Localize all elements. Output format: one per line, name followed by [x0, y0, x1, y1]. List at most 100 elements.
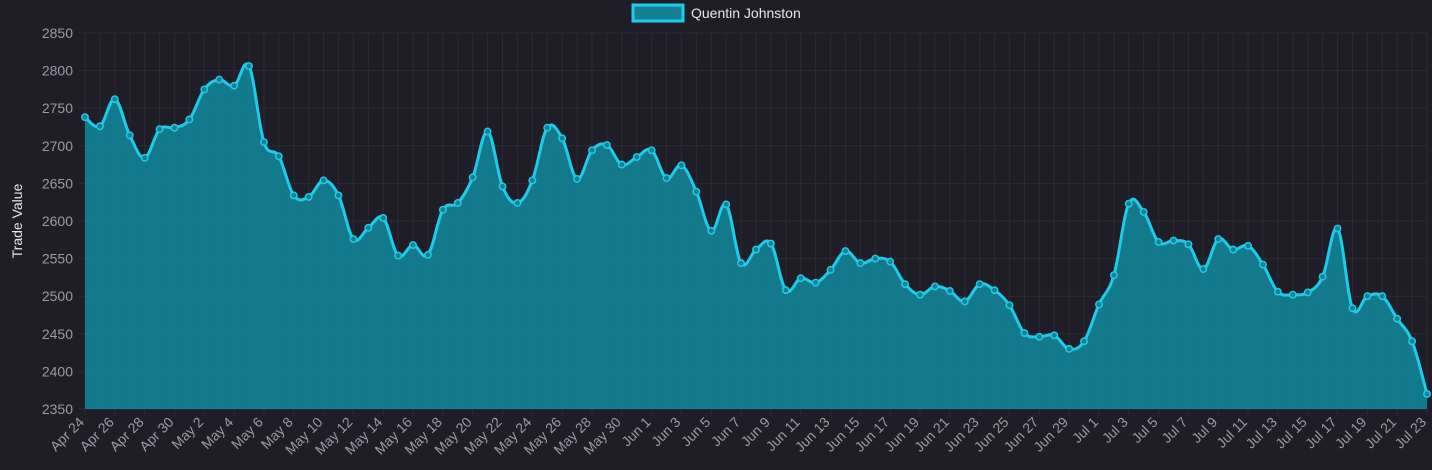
data-point[interactable]	[558, 134, 567, 143]
data-point[interactable]	[468, 173, 477, 182]
data-point[interactable]	[737, 259, 746, 268]
data-point[interactable]	[349, 235, 358, 243]
data-point[interactable]	[1124, 199, 1133, 208]
data-point[interactable]	[662, 174, 671, 183]
data-point[interactable]	[1423, 390, 1431, 398]
legend-label[interactable]: Quentin Johnston	[691, 5, 801, 21]
data-point[interactable]	[871, 254, 880, 263]
data-point[interactable]	[901, 280, 910, 289]
data-point[interactable]	[1050, 331, 1059, 340]
data-point[interactable]	[1065, 344, 1074, 353]
data-point[interactable]	[692, 187, 701, 196]
data-point[interactable]	[170, 123, 179, 132]
data-point[interactable]	[334, 191, 343, 200]
data-point[interactable]	[319, 176, 328, 185]
data-point[interactable]	[409, 241, 417, 250]
y-tick-label: 2550	[42, 251, 73, 267]
data-point[interactable]	[1199, 265, 1208, 274]
legend-swatch[interactable]	[631, 3, 685, 23]
data-point[interactable]	[602, 141, 611, 149]
x-tick-label: Jul 15	[1272, 414, 1310, 452]
data-point[interactable]	[125, 131, 134, 140]
data-point[interactable]	[1214, 235, 1223, 243]
data-point[interactable]	[1408, 337, 1417, 346]
data-point[interactable]	[1139, 208, 1148, 216]
data-point[interactable]	[826, 265, 835, 274]
data-point[interactable]	[424, 250, 432, 259]
data-point[interactable]	[886, 257, 895, 266]
data-point[interactable]	[752, 245, 760, 254]
data-point[interactable]	[498, 182, 507, 191]
data-point[interactable]	[1229, 245, 1238, 254]
data-point[interactable]	[1363, 292, 1372, 301]
data-point[interactable]	[1020, 329, 1029, 337]
data-point[interactable]	[304, 192, 313, 201]
data-point[interactable]	[1169, 236, 1178, 245]
data-point[interactable]	[1109, 271, 1118, 280]
data-point[interactable]	[975, 280, 984, 289]
data-point[interactable]	[916, 290, 924, 299]
series-area	[85, 63, 1427, 410]
x-tick-label: Jul 11	[1213, 414, 1250, 451]
data-point[interactable]	[453, 199, 462, 207]
data-point[interactable]	[1288, 290, 1297, 299]
data-point[interactable]	[990, 286, 999, 295]
data-point[interactable]	[647, 146, 656, 155]
data-point[interactable]	[364, 223, 373, 232]
data-point[interactable]	[140, 153, 149, 162]
data-point[interactable]	[1333, 224, 1342, 233]
data-point[interactable]	[1318, 272, 1327, 281]
data-point[interactable]	[274, 152, 283, 161]
data-point[interactable]	[289, 191, 298, 200]
data-point[interactable]	[155, 125, 164, 134]
data-point[interactable]	[95, 122, 104, 131]
data-point[interactable]	[215, 75, 224, 84]
data-point[interactable]	[722, 200, 731, 209]
data-point[interactable]	[1348, 304, 1357, 313]
data-point[interactable]	[707, 226, 716, 235]
data-point[interactable]	[811, 278, 820, 287]
x-tick-label: May 4	[198, 414, 236, 452]
data-point[interactable]	[1005, 301, 1014, 310]
data-point[interactable]	[259, 138, 268, 146]
data-point[interactable]	[573, 174, 582, 183]
data-point[interactable]	[781, 286, 790, 295]
data-point[interactable]	[1273, 287, 1282, 296]
legend[interactable]: Quentin Johnston	[631, 3, 801, 23]
data-point[interactable]	[930, 282, 939, 291]
data-point[interactable]	[81, 113, 89, 122]
data-point[interactable]	[1184, 240, 1193, 249]
data-point[interactable]	[1378, 292, 1387, 301]
data-point[interactable]	[1154, 238, 1163, 247]
data-point[interactable]	[856, 259, 865, 268]
data-point[interactable]	[245, 62, 253, 71]
data-point[interactable]	[1303, 288, 1312, 297]
data-point[interactable]	[394, 251, 403, 260]
data-point[interactable]	[588, 146, 596, 155]
data-point[interactable]	[200, 85, 209, 94]
data-point[interactable]	[960, 297, 969, 306]
data-point[interactable]	[483, 127, 492, 136]
data-point[interactable]	[1035, 332, 1044, 341]
x-tick-label: Jul 1	[1069, 414, 1101, 446]
data-point[interactable]	[1393, 314, 1402, 323]
data-point[interactable]	[438, 205, 447, 214]
data-point[interactable]	[230, 81, 239, 90]
data-point[interactable]	[945, 286, 954, 295]
data-point[interactable]	[543, 123, 552, 132]
data-point[interactable]	[677, 161, 686, 170]
data-point[interactable]	[632, 153, 641, 162]
data-point[interactable]	[185, 115, 194, 124]
data-point[interactable]	[796, 274, 805, 283]
data-point[interactable]	[841, 247, 850, 256]
data-point[interactable]	[1080, 337, 1088, 346]
data-point[interactable]	[110, 95, 119, 104]
data-point[interactable]	[1259, 260, 1267, 269]
data-point[interactable]	[617, 160, 626, 169]
data-point[interactable]	[1095, 300, 1103, 309]
data-point[interactable]	[1244, 241, 1253, 250]
data-point[interactable]	[528, 176, 537, 185]
data-point[interactable]	[513, 199, 522, 207]
data-point[interactable]	[379, 214, 388, 222]
data-point[interactable]	[766, 239, 775, 248]
